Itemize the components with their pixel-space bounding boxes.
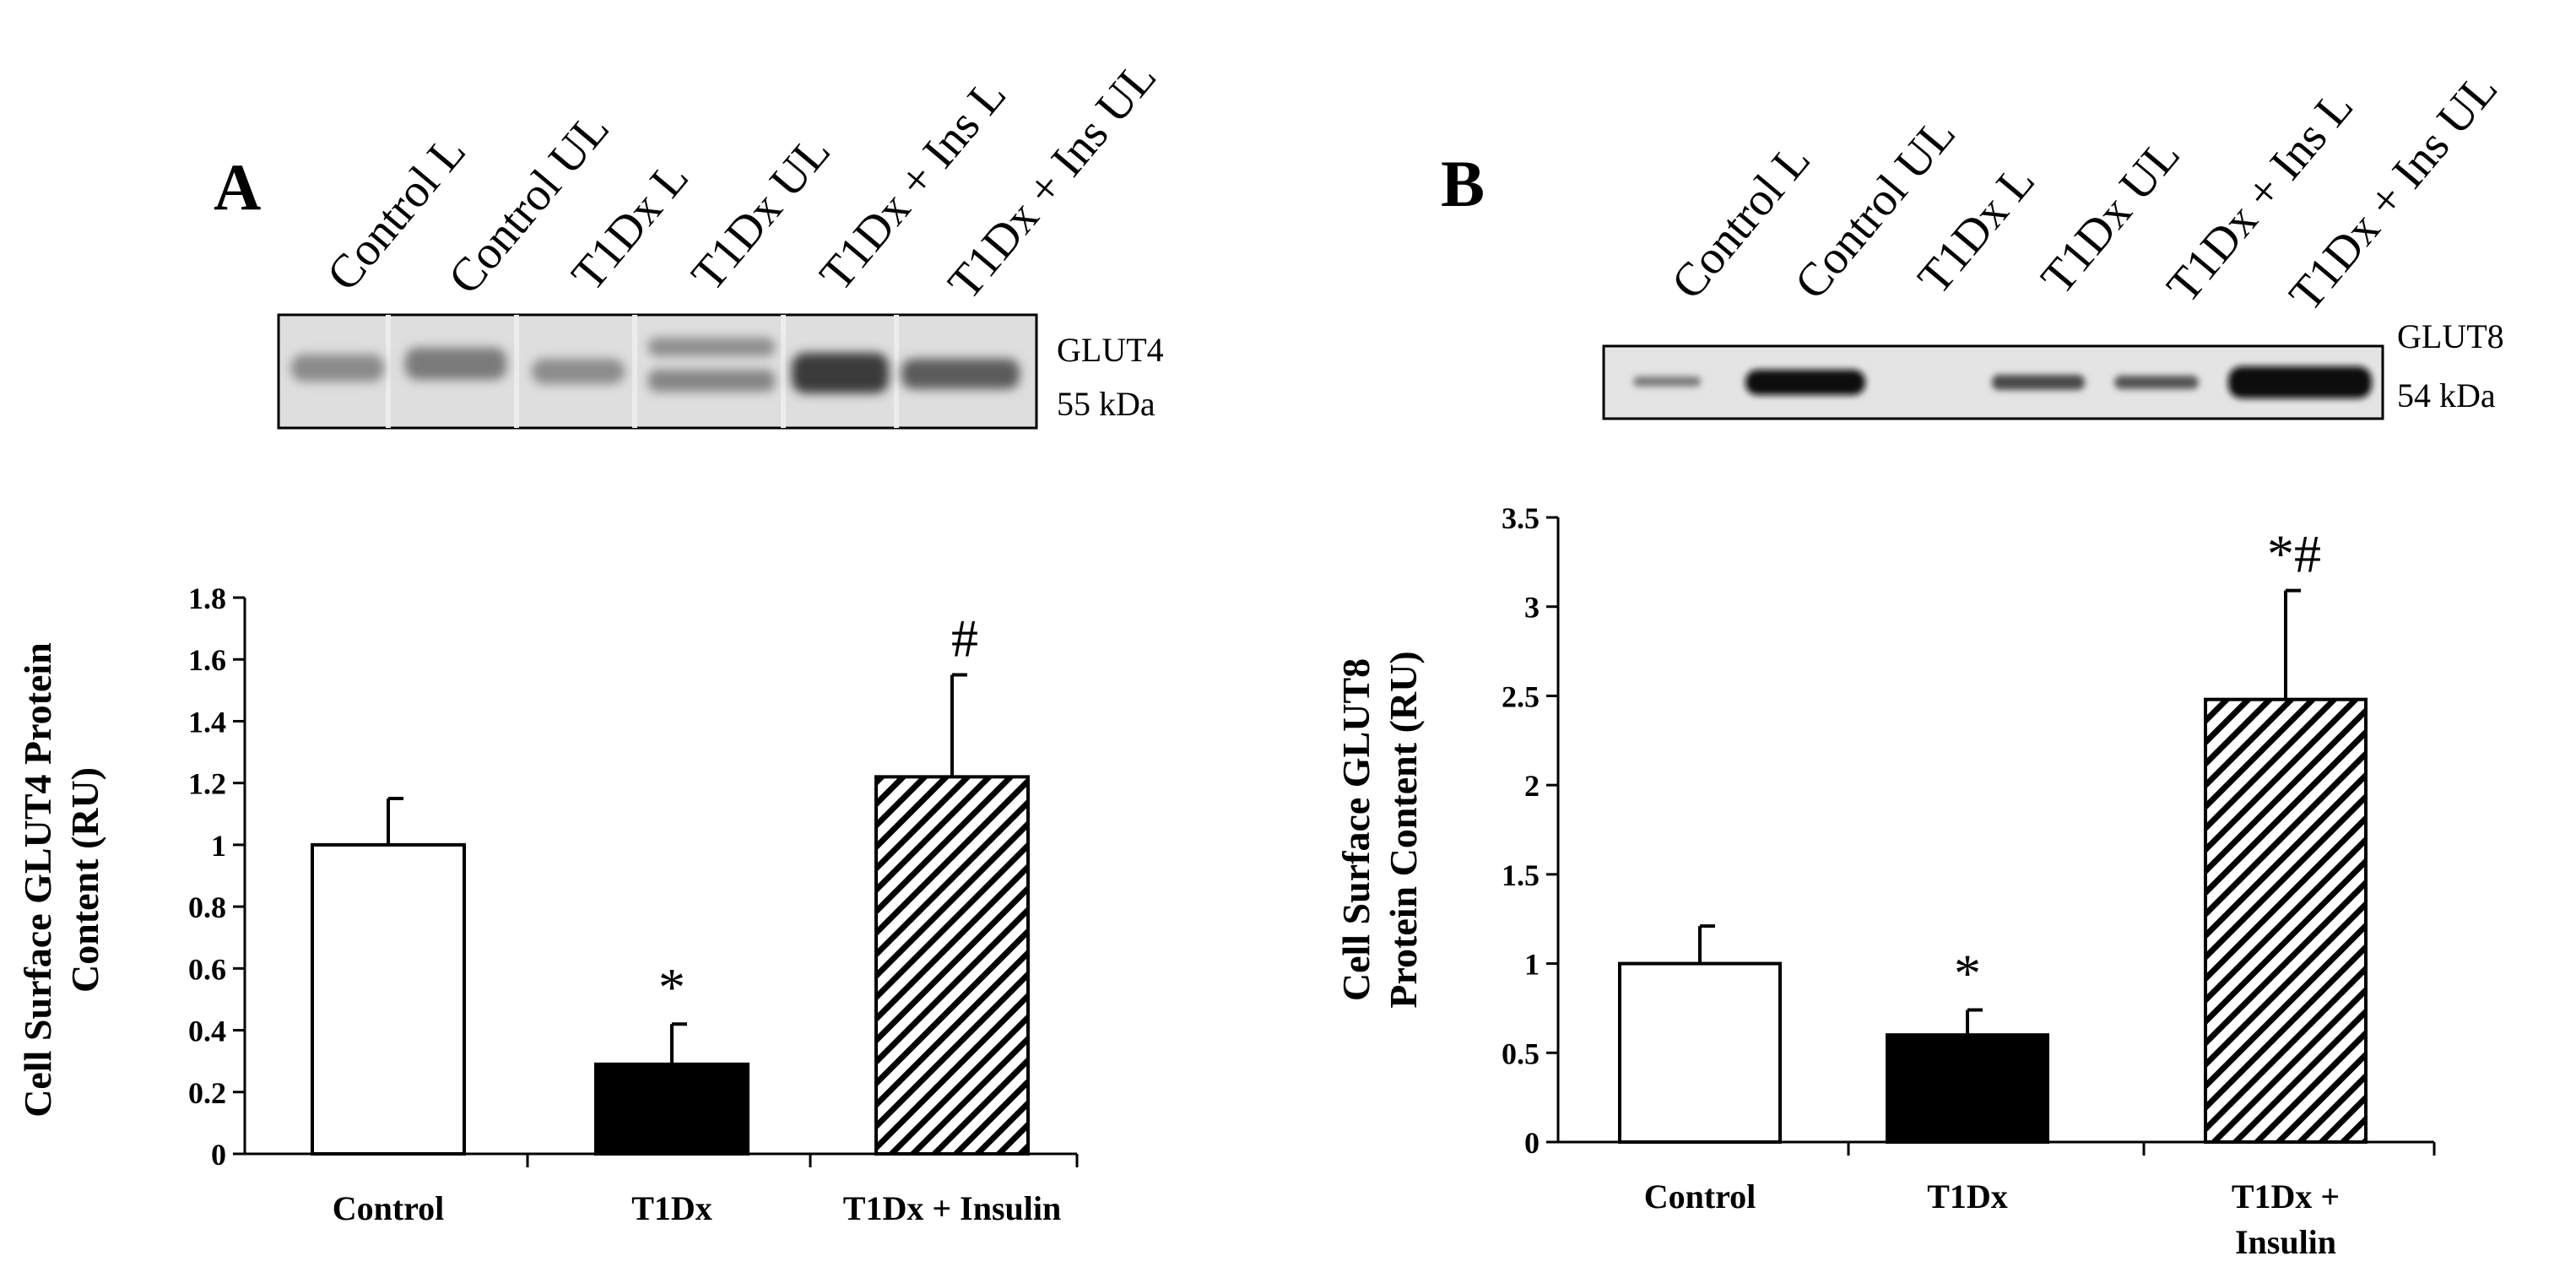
y-tick-label: 1.2 bbox=[188, 767, 226, 801]
blot-protein-label: GLUT4 bbox=[1057, 331, 1164, 369]
blot-protein-label: GLUT8 bbox=[2397, 317, 2504, 355]
panel-b: B Control L Control UL T1Dx L T1Dx UL T1… bbox=[1334, 62, 2508, 1261]
x-category-label: Control bbox=[333, 1189, 445, 1227]
panel-a-bar-chart: 0 0.2 0.4 0.6 0.8 1 1.2 1.4 1.6 1.8 Control * T1Dx # T… bbox=[16, 582, 1079, 1227]
significance-marker: * bbox=[1954, 944, 1981, 1004]
significance-marker: # bbox=[951, 609, 978, 669]
y-tick-label: 3.5 bbox=[1502, 501, 1540, 535]
panel-b-letter: B bbox=[1441, 147, 1485, 220]
y-tick-label: 2 bbox=[1524, 769, 1540, 803]
y-tick-label: 1.8 bbox=[188, 582, 226, 615]
x-category-label: Control bbox=[1644, 1177, 1756, 1215]
y-tick-label: 1 bbox=[1524, 948, 1540, 982]
panel-a-letter: A bbox=[214, 150, 261, 224]
y-tick-label: 0 bbox=[1524, 1126, 1540, 1160]
panel-a: A Control L Control UL T1Dx L T1Dx UL T1… bbox=[16, 51, 1166, 1227]
x-category-label: T1Dx + Insulin bbox=[2232, 1177, 2340, 1261]
lane-label: T1Dx UL bbox=[681, 126, 840, 301]
y-tick-label: 1.4 bbox=[188, 705, 226, 739]
panel-a-lane-labels: Control L Control UL T1Dx L T1Dx UL T1Dx… bbox=[317, 51, 1166, 309]
panel-b-bar-chart: 0 0.5 1 1.5 2 2.5 3 3.5 Control * T1Dx *# T1Dx + Insu… bbox=[1334, 501, 2436, 1261]
blot-kda-label: 54 kDa bbox=[2397, 376, 2496, 414]
y-tick-label: 0.8 bbox=[188, 891, 226, 924]
y-tick-label: 0 bbox=[211, 1138, 226, 1172]
x-category-label: T1Dx bbox=[631, 1189, 712, 1227]
panel-b-western-blot: GLUT8 54 kDa bbox=[1602, 317, 2504, 420]
y-tick-label: 0.2 bbox=[188, 1076, 226, 1110]
x-category-label: T1Dx + Insulin bbox=[843, 1189, 1061, 1227]
y-tick-label: 0.5 bbox=[1502, 1037, 1540, 1070]
y-tick-label: 1.5 bbox=[1502, 858, 1540, 892]
bar bbox=[311, 842, 466, 1156]
blot-kda-label: 55 kDa bbox=[1057, 385, 1155, 423]
significance-marker: *# bbox=[2267, 524, 2321, 584]
y-tick-label: 2.5 bbox=[1502, 679, 1540, 713]
y-tick-label: 0.4 bbox=[188, 1015, 226, 1048]
y-tick-label: 0.6 bbox=[188, 952, 226, 986]
x-category-label: T1Dx bbox=[1927, 1177, 2008, 1215]
y-axis-label: Cell Surface GLUT8 Protein Content (RU) bbox=[1334, 651, 1425, 1008]
bar bbox=[1618, 961, 1782, 1144]
bar bbox=[874, 775, 1030, 1156]
significance-marker: * bbox=[658, 957, 685, 1017]
y-tick-label: 3 bbox=[1524, 591, 1540, 625]
bar bbox=[1886, 1033, 2049, 1144]
bar bbox=[594, 1062, 750, 1156]
y-tick-label: 1 bbox=[211, 829, 226, 863]
panel-b-lane-labels: Control L Control UL T1Dx L T1Dx UL T1Dx… bbox=[1661, 62, 2508, 321]
bar bbox=[2204, 697, 2368, 1144]
y-tick-label: 1.6 bbox=[188, 643, 226, 677]
panel-a-western-blot: GLUT4 55 kDa bbox=[277, 313, 1164, 430]
y-axis-label: Cell Surface GLUT4 Protein Content (RU) bbox=[16, 642, 106, 1118]
